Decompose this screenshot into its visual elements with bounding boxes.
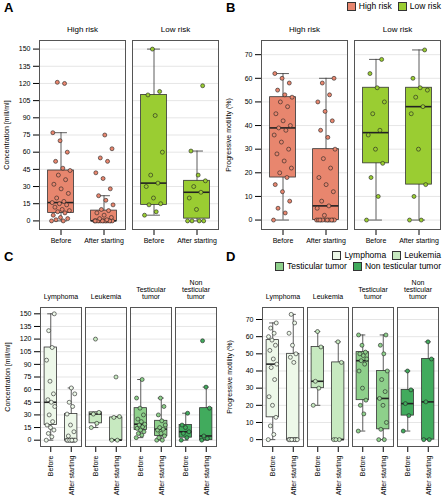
svg-text:10: 10	[246, 419, 254, 426]
svg-text:After starting: After starting	[202, 455, 210, 495]
svg-text:40: 40	[245, 122, 253, 129]
svg-text:Low risk: Low risk	[383, 25, 413, 34]
svg-text:0: 0	[27, 217, 31, 224]
html-text:A: A	[4, 0, 14, 15]
svg-text:After starting: After starting	[112, 455, 120, 495]
svg-text:Before: Before	[273, 237, 294, 244]
svg-text:20: 20	[246, 402, 254, 409]
svg-text:15: 15	[24, 424, 32, 431]
svg-text:After starting: After starting	[177, 237, 217, 245]
svg-text:After starting: After starting	[84, 237, 124, 245]
svg-text:Low risk: Low risk	[161, 25, 191, 34]
svg-text:70: 70	[245, 51, 253, 58]
svg-text:Progressive motility (%): Progressive motility (%)	[226, 340, 234, 414]
svg-text:Leukemia: Leukemia	[91, 293, 121, 300]
svg-text:High risk: High risk	[289, 25, 321, 34]
svg-text:15: 15	[23, 200, 31, 207]
svg-text:Before: Before	[404, 455, 411, 476]
svg-text:0: 0	[249, 216, 253, 223]
svg-text:75: 75	[23, 131, 31, 138]
svg-text:60: 60	[245, 75, 253, 82]
svg-text:120: 120	[20, 335, 32, 342]
svg-text:Before: Before	[366, 237, 387, 244]
svg-text:After starting: After starting	[379, 455, 387, 495]
svg-text:30: 30	[245, 145, 253, 152]
svg-text:Progressive motility (%): Progressive motility (%)	[225, 98, 233, 172]
svg-text:Testiculartumor: Testiculartumor	[136, 286, 166, 300]
svg-text:120: 120	[19, 80, 31, 87]
svg-text:Nontesticulartumor: Nontesticulartumor	[182, 279, 211, 300]
html-text:Low risk: Low risk	[409, 1, 441, 11]
svg-text:After starting: After starting	[424, 455, 432, 495]
svg-text:After starting: After starting	[306, 237, 346, 245]
html-text:Lymphoma: Lymphoma	[344, 250, 387, 260]
svg-text:105: 105	[19, 97, 31, 104]
svg-text:After starting: After starting	[289, 455, 297, 495]
svg-text:75: 75	[24, 373, 32, 380]
svg-text:Before: Before	[51, 237, 72, 244]
svg-text:Leukemia: Leukemia	[313, 293, 343, 300]
svg-text:40: 40	[246, 367, 254, 374]
svg-text:50: 50	[246, 350, 254, 357]
svg-text:20: 20	[245, 169, 253, 176]
svg-text:Before: Before	[92, 455, 99, 476]
svg-text:Concentration [mill/ml]: Concentration [mill/ml]	[3, 100, 11, 169]
svg-text:Testiculartumor: Testiculartumor	[358, 286, 388, 300]
svg-text:After starting: After starting	[157, 455, 165, 495]
svg-text:Before: Before	[137, 455, 144, 476]
svg-text:Nontesticulartumor: Nontesticulartumor	[404, 279, 433, 300]
svg-text:0: 0	[28, 436, 32, 443]
svg-text:After starting: After starting	[67, 455, 75, 495]
svg-text:50: 50	[245, 98, 253, 105]
svg-text:30: 30	[24, 411, 32, 418]
svg-text:After starting: After starting	[334, 455, 342, 495]
svg-text:Before: Before	[269, 455, 276, 476]
svg-text:Before: Before	[314, 455, 321, 476]
svg-text:60: 60	[23, 148, 31, 155]
svg-text:After starting: After starting	[399, 237, 439, 245]
svg-text:Before: Before	[47, 455, 54, 476]
html-text:D: D	[226, 249, 236, 264]
html-text:Non testicular tumor: Non testicular tumor	[364, 261, 441, 271]
svg-text:0: 0	[250, 436, 254, 443]
svg-text:Before: Before	[359, 455, 366, 476]
svg-text:90: 90	[23, 114, 31, 121]
svg-text:45: 45	[24, 399, 32, 406]
svg-text:90: 90	[24, 361, 32, 368]
svg-text:High risk: High risk	[67, 25, 99, 34]
html-text:B: B	[226, 0, 236, 15]
svg-text:105: 105	[20, 348, 32, 355]
html-text:Leukemia: Leukemia	[404, 250, 441, 260]
svg-text:10: 10	[245, 193, 253, 200]
svg-text:Concentration [mill/ml]: Concentration [mill/ml]	[4, 342, 12, 411]
html-text:C: C	[4, 249, 14, 264]
html-text:High risk: High risk	[358, 1, 392, 11]
svg-text:Lymphoma: Lymphoma	[266, 293, 300, 301]
svg-text:Before: Before	[182, 455, 189, 476]
svg-text:150: 150	[20, 310, 32, 317]
svg-text:Before: Before	[144, 237, 165, 244]
svg-text:135: 135	[19, 63, 31, 70]
html-text:Testicular tumor: Testicular tumor	[286, 261, 347, 271]
svg-text:30: 30	[23, 183, 31, 190]
svg-text:70: 70	[246, 316, 254, 323]
svg-text:60: 60	[246, 333, 254, 340]
svg-text:135: 135	[20, 323, 32, 330]
svg-text:30: 30	[246, 384, 254, 391]
svg-text:60: 60	[24, 386, 32, 393]
svg-text:150: 150	[19, 45, 31, 52]
svg-text:Lymphoma: Lymphoma	[44, 293, 78, 301]
svg-text:45: 45	[23, 166, 31, 173]
